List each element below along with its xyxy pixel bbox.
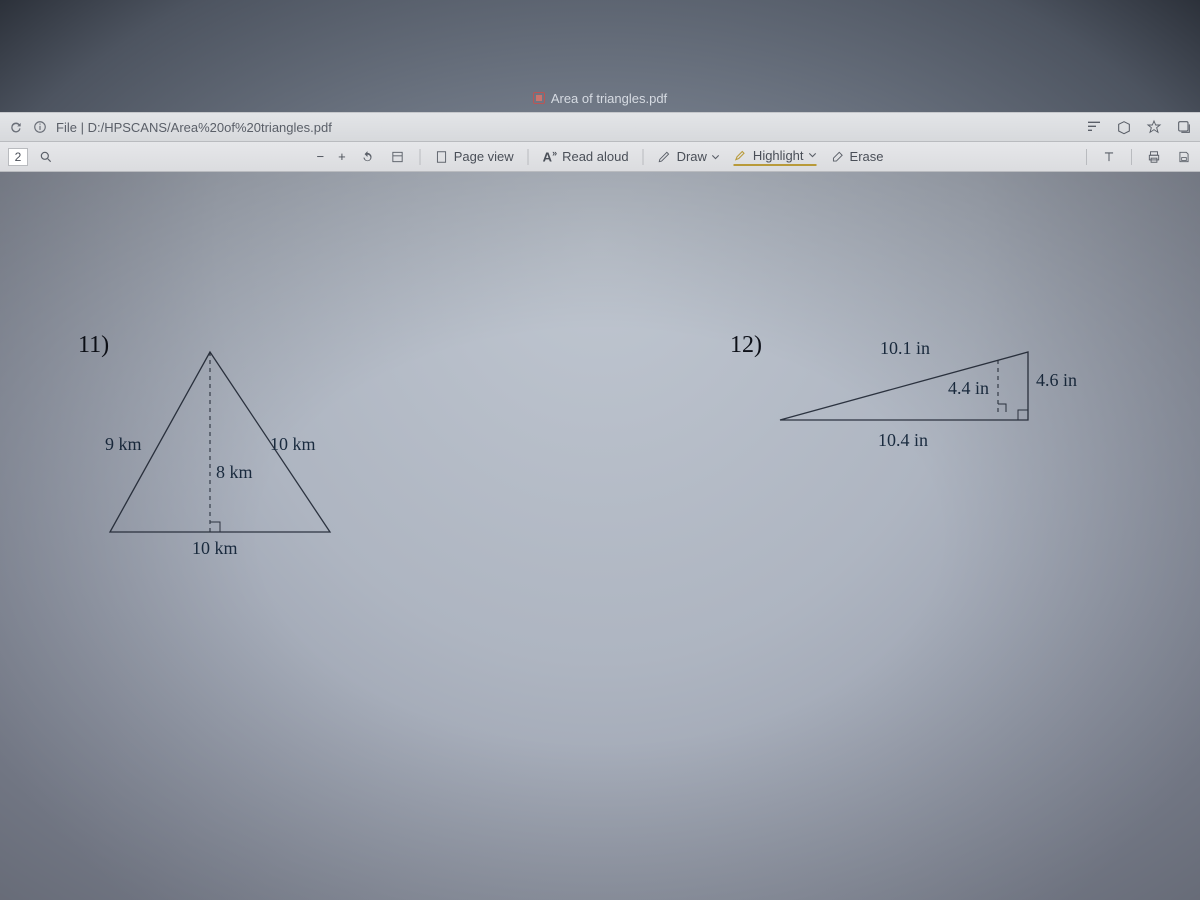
refresh-icon[interactable]	[8, 119, 24, 135]
separator	[643, 149, 644, 165]
tab-title-text: Area of triangles.pdf	[551, 91, 667, 106]
separator	[528, 149, 529, 165]
measure-height: 8 km	[216, 462, 253, 483]
figure-triangle-12: 10.1 in 4.6 in 4.4 in 10.4 in	[770, 342, 1070, 462]
measure-height: 4.4 in	[948, 378, 989, 399]
read-aloud-button[interactable]: A» Read aloud	[543, 148, 629, 164]
search-icon[interactable]	[38, 149, 54, 165]
pdf-toolbar: 2 − + Page view A» Read aloud Draw Highl…	[0, 142, 1200, 172]
erase-button[interactable]: Erase	[831, 149, 884, 164]
info-icon[interactable]	[32, 119, 48, 135]
measure-right: 10 km	[270, 434, 316, 455]
page-view-label: Page view	[454, 149, 514, 164]
pdf-icon	[533, 92, 545, 104]
address-url[interactable]: File | D:/HPSCANS/Area%20of%20triangles.…	[56, 120, 332, 135]
window-titlebar: Area of triangles.pdf	[0, 84, 1200, 112]
zoom-in-button[interactable]: +	[338, 149, 346, 164]
measure-right: 4.6 in	[1036, 370, 1077, 391]
zoom-out-button[interactable]: −	[317, 149, 325, 164]
measure-base: 10 km	[192, 538, 238, 559]
measure-base: 10.4 in	[878, 430, 928, 451]
separator	[1131, 149, 1132, 165]
draw-button[interactable]: Draw	[658, 149, 720, 164]
triangle-12-outline	[780, 352, 1028, 420]
pdf-page: 11) 12) 9 km 10 km 8 km 10 km 10.1 in 4.…	[0, 172, 1200, 900]
url-path: D:/HPSCANS/Area%20of%20triangles.pdf	[88, 120, 332, 135]
read-aloud-label: Read aloud	[562, 149, 629, 164]
problem-number-12: 12)	[730, 332, 762, 359]
print-icon[interactable]	[1146, 149, 1162, 165]
highlight-button[interactable]: Highlight	[734, 148, 817, 166]
draw-label: Draw	[677, 149, 707, 164]
right-angle-marker-corner	[1018, 410, 1028, 420]
address-bar: File | D:/HPSCANS/Area%20of%20triangles.…	[0, 112, 1200, 142]
figure-triangle-11: 9 km 10 km 8 km 10 km	[100, 332, 360, 562]
favorite-icon[interactable]	[1146, 119, 1162, 135]
highlight-label: Highlight	[753, 148, 804, 163]
page-number-input[interactable]: 2	[8, 148, 28, 166]
right-angle-marker	[210, 522, 220, 532]
rotate-icon[interactable]	[360, 149, 376, 165]
measure-top: 10.1 in	[880, 338, 930, 359]
page-view-button[interactable]: Page view	[435, 149, 514, 164]
separator	[420, 149, 421, 165]
erase-label: Erase	[850, 149, 884, 164]
right-angle-marker-alt	[998, 404, 1006, 412]
fit-icon[interactable]	[390, 149, 406, 165]
tab-title: Area of triangles.pdf	[533, 91, 667, 106]
collections-icon[interactable]	[1176, 119, 1192, 135]
text-zoom-icon[interactable]	[1086, 119, 1102, 135]
url-scheme: File	[56, 120, 77, 135]
url-sep: |	[81, 120, 88, 135]
measure-left: 9 km	[105, 434, 142, 455]
separator	[1086, 149, 1087, 165]
text-tool-icon[interactable]	[1101, 149, 1117, 165]
save-icon[interactable]	[1176, 149, 1192, 165]
read-view-icon[interactable]	[1116, 119, 1132, 135]
